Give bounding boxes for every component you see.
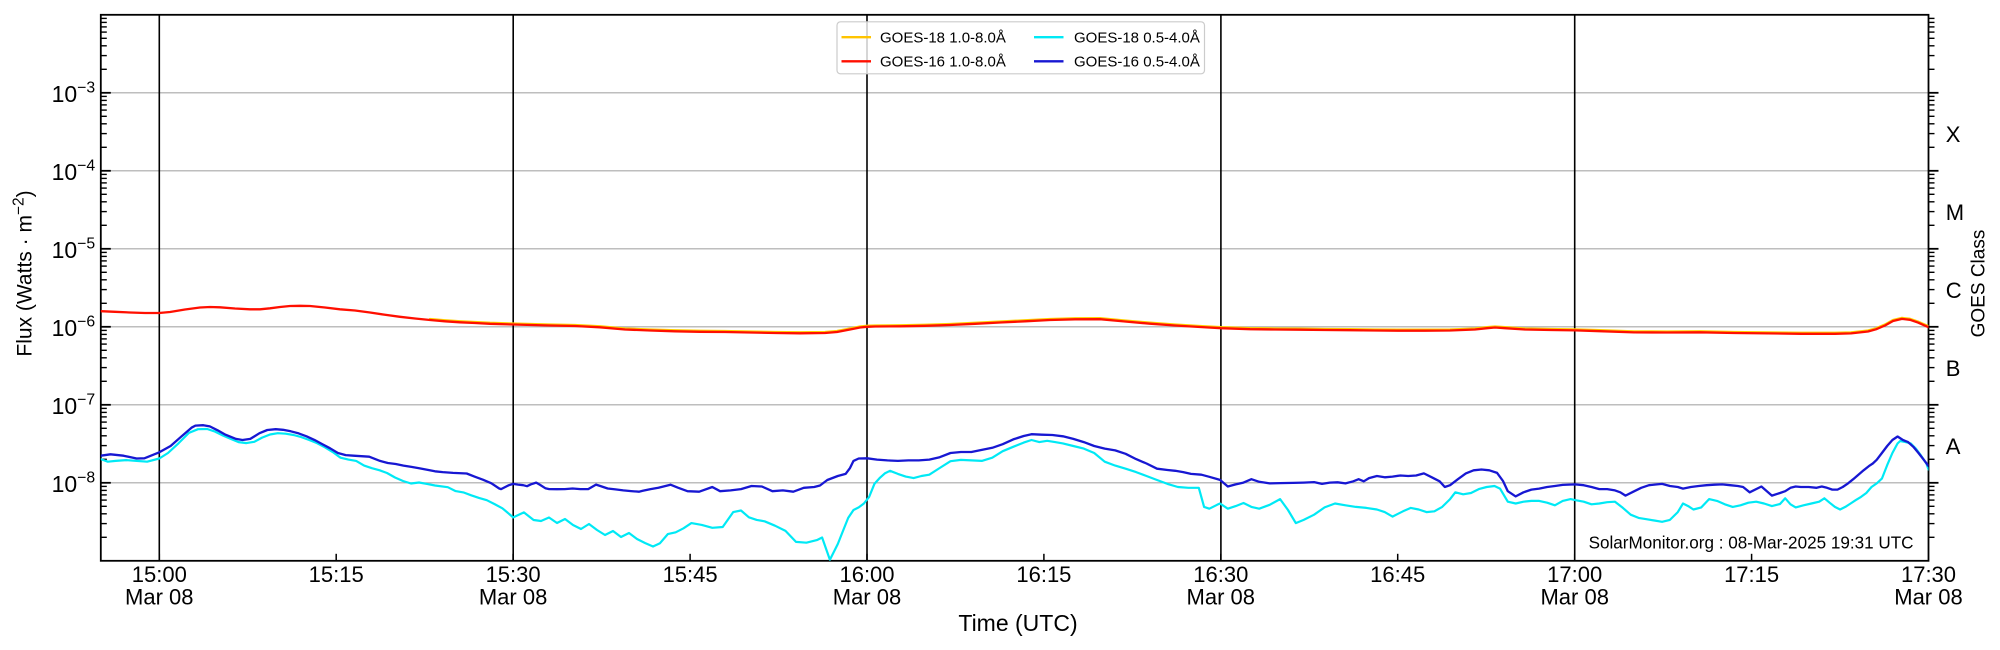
svg-text:15:15: 15:15 [309,562,364,587]
svg-text:C: C [1946,278,1962,303]
svg-text:16:00: 16:00 [839,562,894,587]
svg-text:10−4: 10−4 [52,158,96,185]
svg-text:10−5: 10−5 [52,236,96,263]
svg-text:SolarMonitor.org : 08-Mar-2025: SolarMonitor.org : 08-Mar-2025 19:31 UTC [1589,533,1914,552]
svg-text:15:00: 15:00 [132,562,187,587]
svg-text:GOES-16 0.5-4.0Å: GOES-16 0.5-4.0Å [1074,54,1200,71]
svg-text:Mar 08: Mar 08 [1894,585,1962,610]
svg-text:10−6: 10−6 [52,314,96,341]
svg-text:Mar 08: Mar 08 [479,585,547,610]
svg-text:GOES-18 0.5-4.0Å: GOES-18 0.5-4.0Å [1074,30,1200,47]
svg-text:10−7: 10−7 [52,392,96,419]
svg-text:16:30: 16:30 [1193,562,1248,587]
svg-text:17:15: 17:15 [1724,562,1779,587]
svg-text:Mar 08: Mar 08 [125,585,193,610]
svg-text:10−8: 10−8 [52,470,96,497]
svg-text:15:30: 15:30 [486,562,541,587]
svg-text:A: A [1946,434,1961,459]
svg-text:17:30: 17:30 [1901,562,1956,587]
svg-text:Mar 08: Mar 08 [1187,585,1255,610]
svg-text:Mar 08: Mar 08 [833,585,901,610]
svg-text:GOES Class: GOES Class [1968,230,1989,338]
svg-text:B: B [1946,356,1961,381]
svg-text:GOES-18 1.0-8.0Å: GOES-18 1.0-8.0Å [880,30,1006,47]
svg-text:M: M [1946,200,1964,225]
svg-text:X: X [1946,122,1961,147]
svg-text:Flux (Watts · m−2): Flux (Watts · m−2) [11,190,37,356]
svg-text:Time (UTC): Time (UTC) [958,610,1077,636]
svg-text:GOES-16 1.0-8.0Å: GOES-16 1.0-8.0Å [880,54,1006,71]
svg-text:17:00: 17:00 [1547,562,1602,587]
svg-text:10−3: 10−3 [52,80,96,107]
svg-text:Mar 08: Mar 08 [1540,585,1608,610]
svg-text:15:45: 15:45 [663,562,718,587]
svg-text:16:45: 16:45 [1370,562,1425,587]
svg-text:16:15: 16:15 [1016,562,1071,587]
